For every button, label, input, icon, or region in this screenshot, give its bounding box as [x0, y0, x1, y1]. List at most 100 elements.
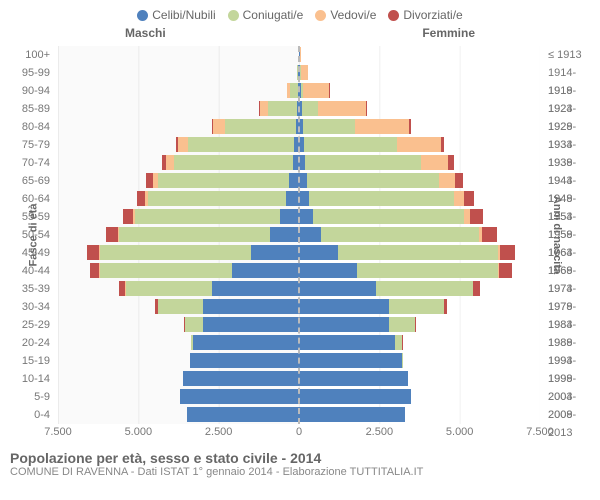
birth-year-tick: 1949-1953 — [544, 190, 600, 208]
seg-widowed — [213, 119, 225, 134]
seg-single — [299, 353, 402, 368]
seg-divorced — [409, 119, 411, 134]
seg-married — [174, 155, 293, 170]
age-tick: 15-19 — [0, 352, 54, 370]
birth-year-tick: 1969-1973 — [544, 262, 600, 280]
seg-divorced — [106, 227, 118, 242]
seg-divorced — [470, 209, 483, 224]
birth-year-tick: 1994-1998 — [544, 352, 600, 370]
seg-single — [203, 317, 299, 332]
x-axis: 7.5005.0002.50002.5005.0007.500 — [58, 426, 540, 444]
x-tick: 0 — [296, 426, 302, 438]
male-bar — [58, 155, 299, 170]
seg-single — [190, 353, 299, 368]
divorced-swatch — [388, 10, 399, 21]
birth-year-tick: 1914-1918 — [544, 64, 600, 82]
female-bar — [299, 101, 540, 116]
seg-widowed — [303, 83, 329, 98]
seg-widowed — [301, 65, 308, 80]
age-tick: 45-49 — [0, 244, 54, 262]
seg-divorced — [415, 317, 416, 332]
male-bar — [58, 245, 299, 260]
female-bar — [299, 173, 540, 188]
seg-widowed — [355, 119, 410, 134]
male-bar — [58, 389, 299, 404]
birth-year-tick: 1924-1928 — [544, 100, 600, 118]
chart-subtitle: COMUNE DI RAVENNA - Dati ISTAT 1° gennai… — [10, 466, 590, 478]
seg-single — [299, 407, 405, 422]
birth-year-tick: 1984-1988 — [544, 316, 600, 334]
seg-married — [313, 209, 464, 224]
seg-widowed — [178, 137, 188, 152]
seg-widowed — [397, 137, 440, 152]
female-bar — [299, 191, 540, 206]
seg-single — [299, 281, 376, 296]
male-bar — [58, 173, 299, 188]
seg-single — [299, 299, 389, 314]
seg-married — [158, 173, 290, 188]
married-swatch — [228, 10, 239, 21]
single-swatch — [137, 10, 148, 21]
seg-single — [232, 263, 299, 278]
birth-year-tick: 1939-1943 — [544, 154, 600, 172]
female-bar — [299, 407, 540, 422]
male-bar — [58, 209, 299, 224]
seg-married — [309, 191, 454, 206]
birth-year-tick: 1989-1993 — [544, 334, 600, 352]
birth-year-tick: 1919-1923 — [544, 82, 600, 100]
female-bar — [299, 371, 540, 386]
seg-married — [148, 191, 286, 206]
male-bar — [58, 353, 299, 368]
seg-single — [299, 245, 338, 260]
seg-married — [389, 299, 444, 314]
seg-single — [299, 209, 313, 224]
age-tick: 0-4 — [0, 406, 54, 424]
age-group-ticks: 100+95-9990-9485-8980-8475-7970-7465-696… — [0, 46, 54, 424]
birth-year-tick: 2004-2008 — [544, 388, 600, 406]
male-bar — [58, 65, 299, 80]
legend-item-single: Celibi/Nubili — [137, 8, 215, 22]
seg-divorced — [473, 281, 480, 296]
pyramid-chart: Fasce di età Anni di nascita 100+95-9990… — [58, 46, 540, 424]
age-tick: 85-89 — [0, 100, 54, 118]
male-bar — [58, 407, 299, 422]
seg-divorced — [500, 245, 515, 260]
male-bar — [58, 119, 299, 134]
male-bar — [58, 227, 299, 242]
age-tick: 35-39 — [0, 280, 54, 298]
birth-year-tick: ≤ 1913 — [544, 46, 600, 64]
seg-married — [119, 227, 270, 242]
male-header: Maschi — [125, 26, 166, 40]
seg-widowed — [260, 101, 268, 116]
x-tick: 2.500 — [366, 426, 394, 438]
female-bar — [299, 281, 540, 296]
seg-divorced — [87, 245, 99, 260]
seg-widowed — [166, 155, 174, 170]
seg-single — [299, 227, 321, 242]
birth-year-tick: 1934-1938 — [544, 136, 600, 154]
center-line — [298, 46, 300, 424]
seg-married — [290, 83, 298, 98]
age-tick: 100+ — [0, 46, 54, 64]
seg-married — [100, 263, 232, 278]
gender-headers: Maschi Femmine — [0, 26, 600, 42]
x-tick: 7.500 — [44, 426, 72, 438]
seg-single — [299, 173, 307, 188]
seg-divorced — [441, 137, 444, 152]
age-tick: 55-59 — [0, 208, 54, 226]
seg-married — [305, 155, 421, 170]
female-bar — [299, 263, 540, 278]
female-bar — [299, 317, 540, 332]
seg-single — [180, 389, 299, 404]
seg-widowed — [300, 47, 301, 62]
seg-single — [299, 317, 389, 332]
x-tick: 5.000 — [446, 426, 474, 438]
seg-widowed — [318, 101, 366, 116]
seg-married — [389, 317, 415, 332]
legend-item-married: Coniugati/e — [228, 8, 304, 22]
seg-married — [158, 299, 203, 314]
seg-married — [338, 245, 499, 260]
seg-widowed — [421, 155, 448, 170]
seg-divorced — [123, 209, 134, 224]
male-bar — [58, 371, 299, 386]
